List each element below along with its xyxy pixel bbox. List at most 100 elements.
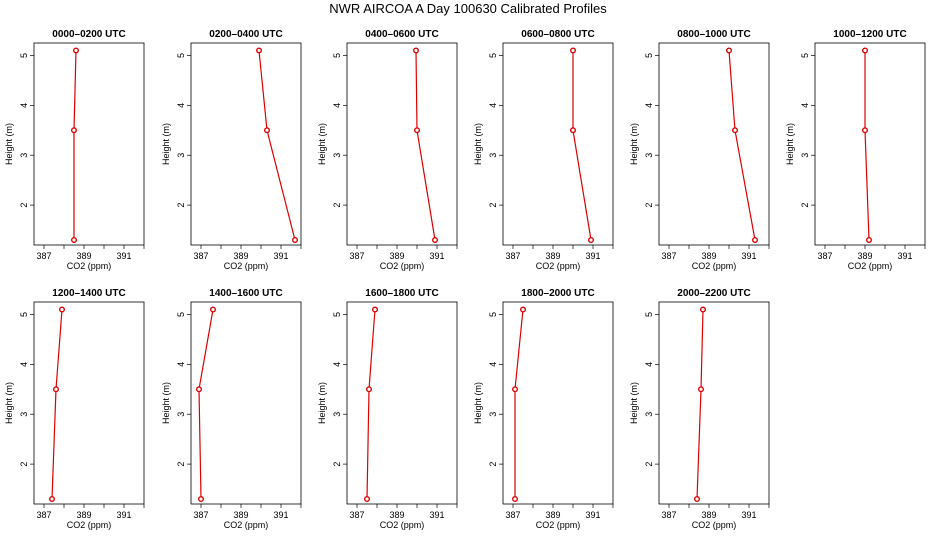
y-tick-label: 3 xyxy=(19,412,29,417)
data-point xyxy=(694,496,701,503)
profile-line xyxy=(73,50,77,240)
panel-title: 1400–1600 UTC xyxy=(209,288,282,299)
x-tick-label: 389 xyxy=(233,251,248,261)
y-axis-label: Height (m) xyxy=(317,123,327,165)
x-axis-label: CO2 (ppm) xyxy=(67,261,112,271)
x-tick-label: 387 xyxy=(193,251,208,261)
y-axis-label: Height (m) xyxy=(473,382,483,424)
y-tick-label: 3 xyxy=(332,412,342,417)
y-axis-label: Height (m) xyxy=(317,382,327,424)
plot-frame xyxy=(502,42,614,246)
profile-line xyxy=(514,309,524,499)
y-tick-label: 2 xyxy=(176,203,186,208)
y-tick-label: 5 xyxy=(644,53,654,58)
data-point xyxy=(70,127,77,134)
y-tick-label: 4 xyxy=(19,103,29,108)
y-axis-label: Height (m) xyxy=(161,123,171,165)
plot-frame xyxy=(502,301,614,505)
data-point xyxy=(195,386,202,393)
x-tick-label: 391 xyxy=(429,251,444,261)
data-point xyxy=(209,306,216,313)
panel-title: 1000–1200 UTC xyxy=(833,29,906,40)
x-axis-label: CO2 (ppm) xyxy=(692,520,737,530)
data-point xyxy=(862,47,869,54)
x-axis-label: CO2 (ppm) xyxy=(380,520,425,530)
data-point xyxy=(862,127,869,134)
x-tick-label: 389 xyxy=(389,510,404,520)
y-tick-label: 5 xyxy=(800,53,810,58)
profile-line xyxy=(696,309,704,500)
y-axis-label: Height (m) xyxy=(629,123,639,165)
x-tick-label: 389 xyxy=(701,510,716,520)
x-tick-label: 389 xyxy=(76,251,91,261)
y-tick-label: 5 xyxy=(19,53,29,58)
y-tick-label: 2 xyxy=(332,462,342,467)
data-point xyxy=(570,127,577,134)
figure-title: NWR AIRCOA A Day 100630 Calibrated Profi… xyxy=(329,1,607,16)
data-point xyxy=(366,386,373,393)
data-point xyxy=(520,306,527,313)
x-tick-label: 389 xyxy=(233,510,248,520)
plot-frame xyxy=(658,42,770,246)
y-tick-label: 2 xyxy=(19,462,29,467)
plot-frame xyxy=(33,301,145,505)
y-tick-label: 2 xyxy=(800,203,810,208)
data-point xyxy=(53,386,60,393)
y-tick-label: 3 xyxy=(800,153,810,158)
x-tick-label: 391 xyxy=(116,251,131,261)
y-tick-label: 5 xyxy=(332,53,342,58)
data-point xyxy=(70,237,77,244)
data-point xyxy=(59,306,66,313)
x-tick-label: 389 xyxy=(545,510,560,520)
y-tick-label: 4 xyxy=(19,362,29,367)
plot-frame xyxy=(190,42,302,246)
x-tick-label: 391 xyxy=(273,510,288,520)
x-tick-label: 391 xyxy=(273,251,288,261)
y-tick-label: 5 xyxy=(488,312,498,317)
y-tick-label: 4 xyxy=(488,362,498,367)
data-point xyxy=(866,237,873,244)
y-tick-label: 4 xyxy=(644,103,654,108)
y-tick-label: 3 xyxy=(176,412,186,417)
x-tick-label: 387 xyxy=(661,510,676,520)
x-tick-label: 389 xyxy=(389,251,404,261)
y-tick-label: 4 xyxy=(332,103,342,108)
y-tick-label: 2 xyxy=(644,203,654,208)
x-tick-label: 389 xyxy=(857,251,872,261)
x-tick-label: 389 xyxy=(701,251,716,261)
data-point xyxy=(256,47,263,54)
plot-frame xyxy=(346,301,458,505)
plot-frame xyxy=(33,42,145,246)
y-axis-label: Height (m) xyxy=(161,382,171,424)
y-tick-label: 3 xyxy=(644,412,654,417)
x-axis-label: CO2 (ppm) xyxy=(224,520,269,530)
y-tick-label: 4 xyxy=(176,103,186,108)
x-tick-label: 387 xyxy=(505,251,520,261)
x-axis-label: CO2 (ppm) xyxy=(380,261,425,271)
data-point xyxy=(49,496,56,503)
data-point xyxy=(752,237,759,244)
y-tick-label: 5 xyxy=(176,312,186,317)
profile-line xyxy=(198,309,214,500)
x-tick-label: 387 xyxy=(36,510,51,520)
data-point xyxy=(588,237,595,244)
profile-line xyxy=(366,309,376,500)
y-tick-label: 3 xyxy=(488,153,498,158)
x-tick-label: 387 xyxy=(193,510,208,520)
y-tick-label: 4 xyxy=(800,103,810,108)
x-tick-label: 387 xyxy=(349,251,364,261)
x-axis-label: CO2 (ppm) xyxy=(536,261,581,271)
y-tick-label: 2 xyxy=(488,203,498,208)
y-tick-label: 3 xyxy=(488,412,498,417)
panel-title: 0000–0200 UTC xyxy=(52,29,125,40)
y-tick-label: 2 xyxy=(19,203,29,208)
data-point xyxy=(72,47,79,54)
data-point xyxy=(292,237,299,244)
profile-line xyxy=(572,50,592,241)
y-tick-label: 4 xyxy=(332,362,342,367)
y-tick-label: 5 xyxy=(176,53,186,58)
y-tick-label: 2 xyxy=(644,462,654,467)
y-axis-label: Height (m) xyxy=(4,123,14,165)
data-point xyxy=(264,127,271,134)
x-tick-label: 391 xyxy=(429,510,444,520)
